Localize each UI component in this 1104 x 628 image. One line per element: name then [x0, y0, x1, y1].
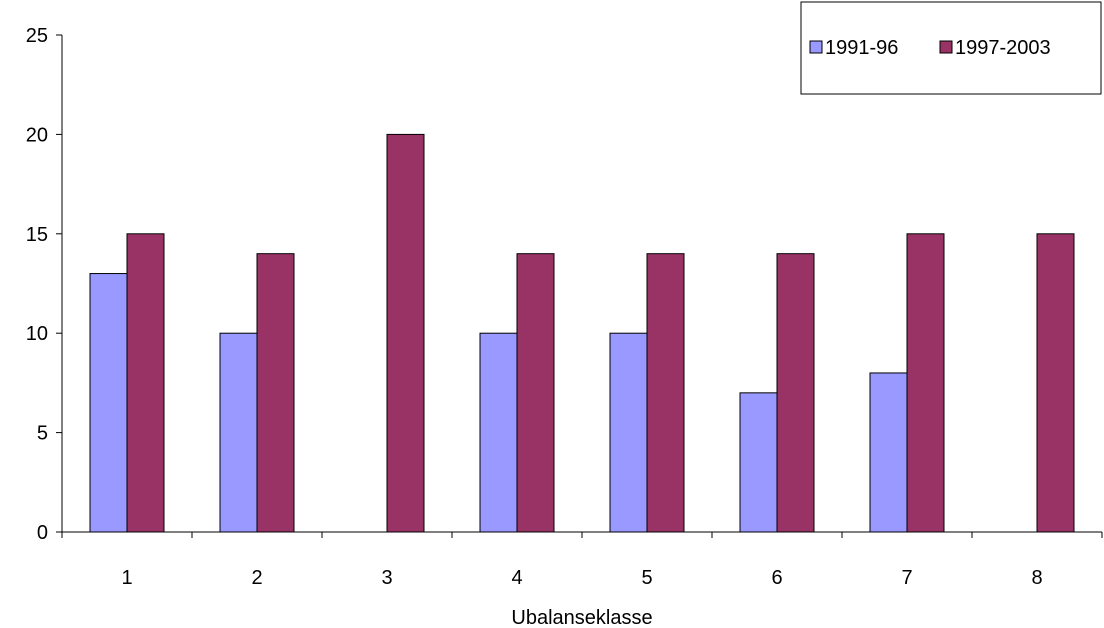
bar-1997-2003-6 — [776, 253, 815, 533]
legend: 1991-96 1997-2003 — [800, 1, 1102, 95]
bar-1997-2003-2 — [256, 253, 295, 533]
bar-1997-2003-8 — [1036, 233, 1075, 533]
bar-1997-2003-3 — [386, 133, 425, 533]
legend-label: 1997-2003 — [955, 37, 1051, 59]
x-axis: 1 2 3 4 5 6 7 8 — [61, 531, 1103, 589]
bar-1997-2003-4 — [516, 253, 555, 533]
x-tick-label: 3 — [381, 567, 392, 589]
legend-label: 1991-96 — [825, 37, 898, 59]
x-tick-label: 4 — [511, 567, 522, 589]
bar-1997-2003-7 — [906, 233, 945, 533]
x-tick-label: 1 — [121, 567, 132, 589]
x-tick-label: 5 — [641, 567, 652, 589]
bar-1991-96-6 — [739, 392, 778, 533]
legend-swatch — [939, 40, 953, 54]
bar-1991-96-7 — [869, 372, 908, 533]
x-tick-label: 8 — [1031, 567, 1042, 589]
y-tick-label: 20 — [26, 124, 48, 146]
bar-1991-96-5 — [609, 332, 648, 533]
bar-1991-96-1 — [89, 273, 128, 533]
x-tick-label: 7 — [901, 567, 912, 589]
y-tick-label: 0 — [37, 522, 48, 544]
bar-1997-2003-1 — [126, 233, 165, 533]
bar-1991-96-4 — [479, 332, 518, 533]
y-tick-label: 15 — [26, 224, 48, 246]
bar-1991-96-2 — [219, 332, 258, 533]
legend-swatch — [809, 40, 823, 54]
x-axis-title: Ubalanseklasse — [511, 607, 652, 628]
y-tick-label: 25 — [26, 25, 48, 47]
x-tick-label: 6 — [771, 567, 782, 589]
y-tick-label: 10 — [26, 323, 48, 345]
y-tick-label: 5 — [37, 423, 48, 445]
y-axis: 0 5 10 15 20 25 — [26, 25, 63, 544]
bar-1997-2003-5 — [646, 253, 685, 533]
x-tick-label: 2 — [251, 567, 262, 589]
bars — [89, 133, 1075, 533]
